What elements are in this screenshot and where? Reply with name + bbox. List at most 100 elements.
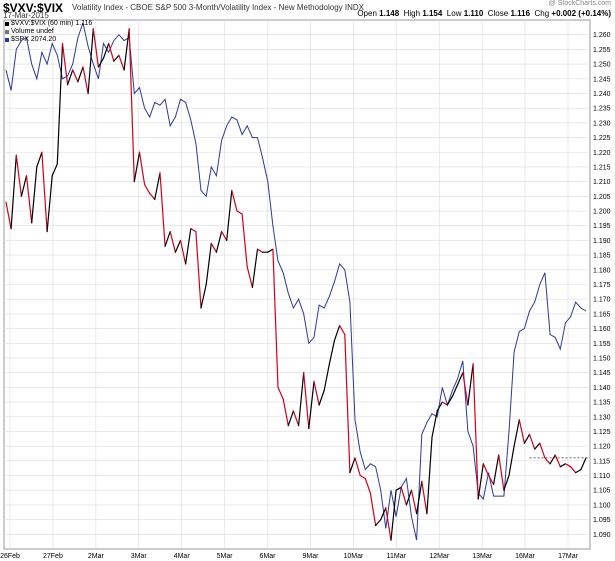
y-tick-label: 1.185	[593, 253, 611, 260]
legend-ratio-label: $VXV:$VIX (60 min) 1.116	[11, 20, 93, 27]
ratio-line-segment	[10, 154, 17, 230]
ratio-line-segment	[174, 239, 182, 253]
y-tick-label: 1.175	[593, 282, 611, 289]
ratio-line-segment	[339, 325, 346, 336]
ratio-line-segment	[446, 395, 454, 406]
x-tick-label: 2Mar	[88, 553, 105, 560]
x-tick-label: 13Mar	[472, 553, 493, 560]
ratio-line-segment	[544, 457, 551, 465]
y-tick-label: 1.120	[593, 444, 611, 451]
ratio-line-segment	[51, 163, 58, 177]
y-tick-label: 1.180	[593, 267, 611, 274]
ratio-line-segment	[149, 192, 156, 200]
y-tick-label: 1.115	[593, 458, 610, 465]
ratio-line-segment	[277, 386, 284, 400]
x-tick-label: 12Mar	[429, 553, 450, 560]
ratio-line-segment	[169, 231, 176, 253]
ratio-line-segment	[380, 507, 387, 521]
y-tick-label: 1.155	[593, 341, 611, 348]
high-label: High	[403, 9, 421, 18]
ratio-line-segment	[344, 333, 351, 474]
ratio-line-segment	[410, 489, 418, 515]
ratio-line-segment	[164, 231, 171, 247]
ratio-line-segment	[25, 175, 33, 224]
ratio-line-segment	[333, 325, 341, 341]
y-tick-label: 1.235	[593, 106, 611, 113]
ratio-line-segment	[477, 463, 484, 500]
ratio-line-segment	[267, 248, 274, 253]
ratio-line-segment	[431, 410, 438, 438]
ratio-line-segment	[503, 474, 510, 491]
ratio-line-segment	[226, 189, 233, 241]
ratio-line-segment	[36, 151, 43, 168]
ratio-line-segment	[375, 518, 382, 527]
ratio-line-segment	[487, 474, 495, 485]
ratio-line-segment	[426, 436, 433, 515]
ratio-line-segment	[313, 380, 320, 406]
ratio-line-segment	[118, 54, 125, 71]
chart-symbol: $VXV:$VIX	[3, 1, 64, 15]
y-tick-label: 1.215	[593, 164, 611, 171]
ratio-line-segment	[318, 389, 325, 406]
quote-summary: Open 1.148 High 1.154 Low 1.110 Close 1.…	[357, 9, 611, 18]
ratio-line-segment	[364, 477, 371, 494]
y-tick-label: 1.160	[593, 326, 611, 333]
ratio-line-segment	[20, 175, 28, 197]
ratio-line-segment	[282, 398, 289, 427]
ratio-line-segment	[97, 57, 105, 68]
y-tick-label: 1.205	[593, 194, 611, 201]
ratio-line-segment	[138, 151, 146, 186]
ratio-line-segment	[436, 401, 443, 412]
close-value: 1.116	[510, 9, 531, 18]
ratio-line-segment	[523, 433, 531, 444]
chg-label: Chg	[534, 9, 550, 18]
ratio-line-segment	[482, 463, 490, 477]
ratio-line-segment	[467, 363, 474, 406]
y-tick-label: 1.110	[593, 473, 610, 480]
ratio-line-segment	[210, 242, 217, 253]
ratio-line-segment	[108, 42, 115, 62]
ratio-line-segment	[292, 410, 300, 427]
ratio-line-segment	[15, 154, 22, 197]
y-tick-label: 1.100	[593, 502, 611, 509]
ratio-line-segment	[241, 213, 248, 268]
ratio-line-segment	[569, 466, 577, 474]
stockcharts-watermark: @ StockCharts.com	[548, 0, 611, 7]
y-tick-label: 1.255	[593, 47, 611, 54]
y-tick-label: 1.195	[593, 223, 611, 230]
ratio-line-segment	[190, 228, 197, 233]
ratio-line-segment	[200, 283, 207, 309]
legend-volume: Volume undef	[5, 28, 54, 35]
y-tick-label: 1.125	[593, 429, 611, 436]
ratio-line-segment	[133, 151, 141, 183]
open-value: 1.148	[379, 9, 400, 18]
y-tick-label: 1.130	[593, 414, 611, 421]
x-tick-label: 9Mar	[302, 553, 319, 560]
ratio-line-segment	[287, 410, 294, 427]
ratio-line-segment	[354, 457, 361, 477]
y-tick-label: 1.150	[593, 355, 611, 362]
x-tick-label: 6Mar	[260, 553, 277, 560]
ratio-line-segment	[441, 401, 448, 406]
ratio-line-segment	[102, 42, 110, 59]
legend-ratio: $VXV:$VIX (60 min) 1.116	[5, 20, 92, 27]
low-label: Low	[446, 9, 462, 18]
ratio-line-segment	[390, 489, 397, 541]
y-tick-label: 1.220	[593, 150, 611, 157]
x-tick-label: 17Mar	[558, 553, 579, 560]
x-tick-label: 10Mar	[343, 553, 364, 560]
ratio-line-segment	[457, 372, 464, 385]
legend-spx-swatch	[5, 37, 9, 42]
legend-volume-label: Volume undef	[11, 28, 54, 35]
ratio-line-segment	[231, 189, 238, 212]
ratio-line-segment	[539, 442, 546, 459]
chg-value: +0.002 (+0.14%)	[551, 9, 611, 18]
ratio-line-segment	[31, 166, 38, 224]
ratio-line-segment	[385, 507, 392, 541]
ratio-line-segment	[41, 151, 48, 233]
y-tick-label: 1.090	[593, 532, 611, 539]
y-tick-label: 1.225	[593, 135, 611, 142]
y-tick-label: 1.095	[593, 517, 611, 524]
y-tick-label: 1.145	[593, 370, 611, 377]
